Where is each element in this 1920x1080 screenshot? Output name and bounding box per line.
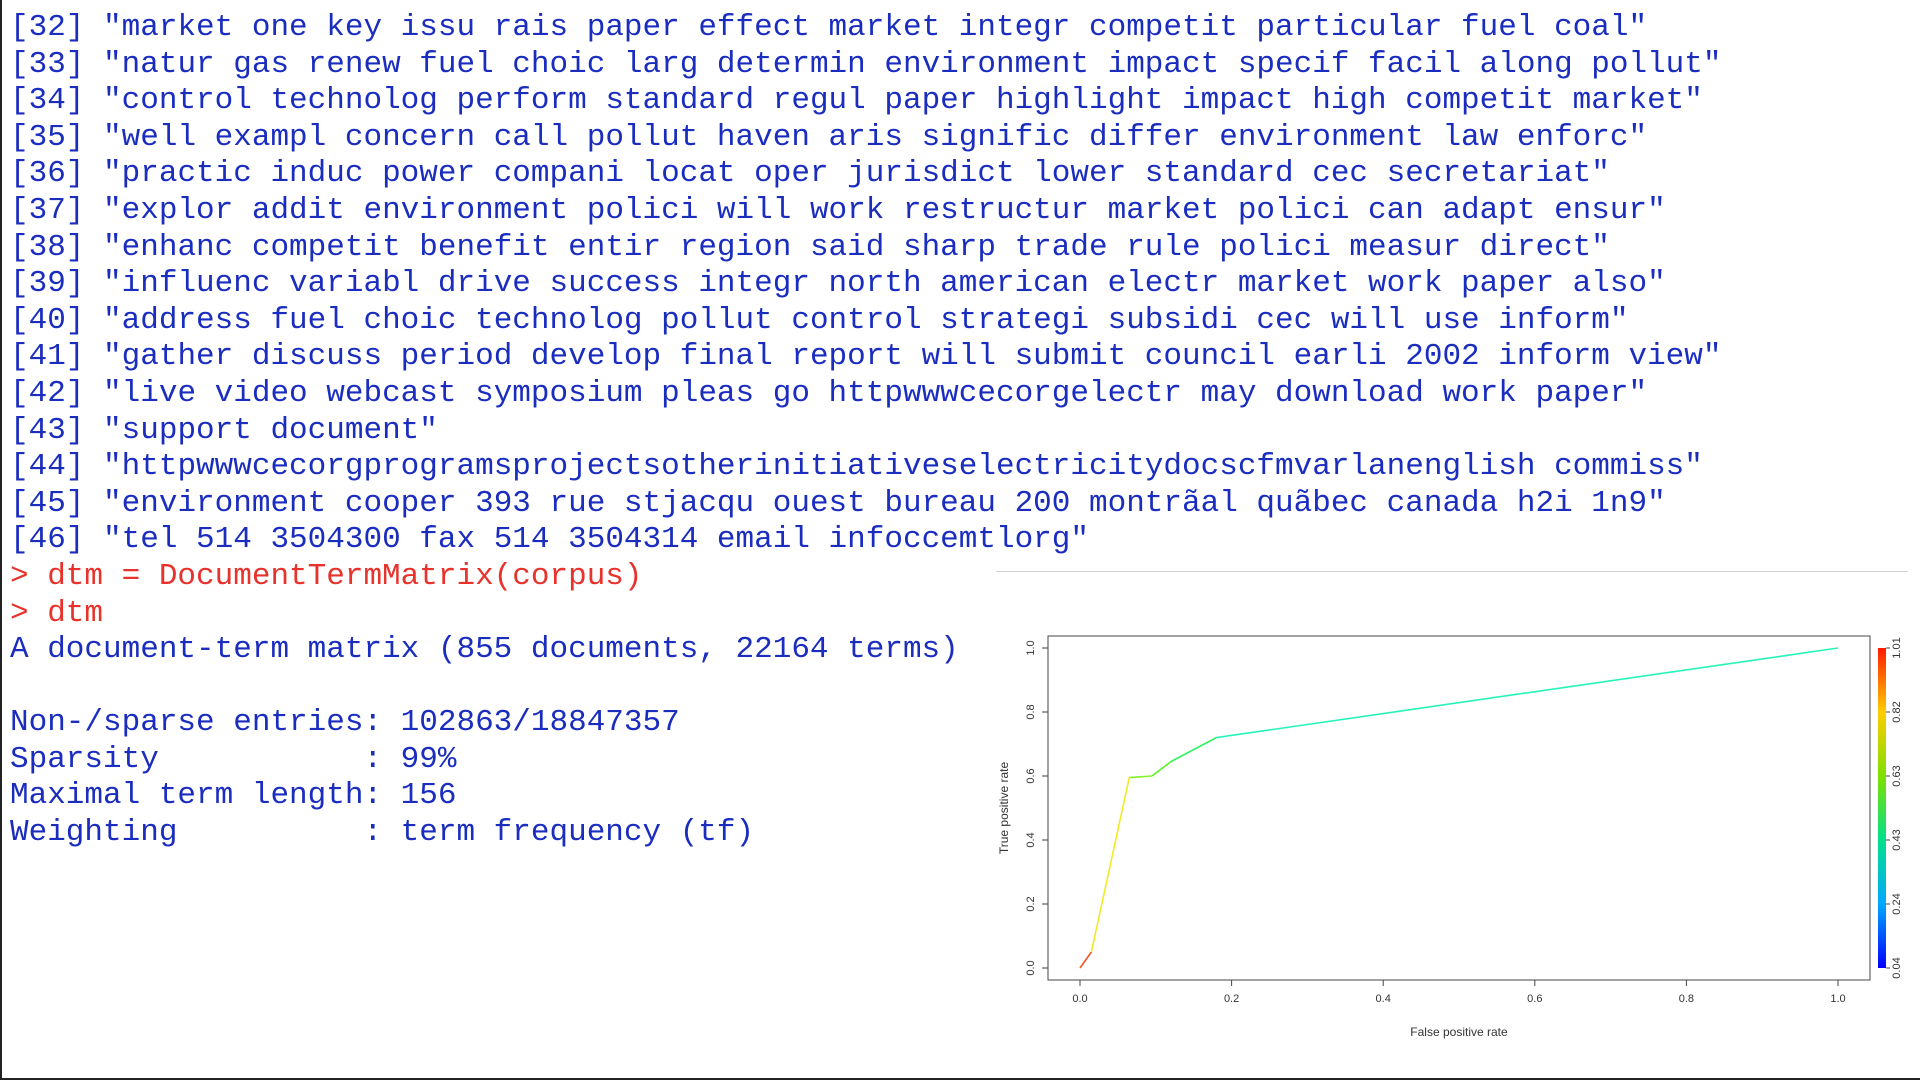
x-tick-label: 0.6 [1527,993,1542,1005]
console-output-weighting: Weighting : term frequency (tf) [10,815,755,851]
x-axis-label: False positive rate [1410,1025,1508,1039]
console-line-text: "market one key issu rais paper effect m… [103,10,1648,45]
roc-curve-segment [1216,647,1839,739]
console-line-index: [36] [10,156,85,192]
console-line-index: [32] [10,10,85,45]
console-line-text: "well exampl concern call pollut haven a… [103,119,1648,155]
x-tick-label: 1.0 [1830,993,1845,1005]
y-axis-label: True positive rate [997,762,1011,855]
y-tick-label: 0.2 [1025,896,1037,911]
console-line: [33] "natur gas renew fuel choic larg de… [10,47,1920,84]
colorbar-label: 0.63 [1891,765,1903,786]
console-command-dtm-assign: > dtm = DocumentTermMatrix(corpus) [10,558,643,594]
console-line: [32] "market one key issu rais paper eff… [10,10,1920,47]
roc-curve-segment [1151,760,1172,777]
console-line-text: "httpwwwcecorgprogramsprojectsotheriniti… [103,449,1703,485]
console-line: [45] "environment cooper 393 rue stjacqu… [10,486,1920,523]
colorbar-label: 0.04 [1891,957,1903,978]
roc-curve-segment [1170,736,1217,763]
x-tick-label: 0.0 [1072,993,1087,1005]
colorbar-label: 0.43 [1891,829,1903,850]
console-line-index: [42] [10,375,85,411]
console-output-max-term-length: Maximal term length: 156 [10,778,457,814]
console-line-index: [34] [10,83,85,119]
x-tick-label: 0.4 [1376,993,1391,1005]
console-line-index: [44] [10,449,85,485]
console-output-summary: A document-term matrix (855 documents, 2… [10,632,959,668]
y-tick-label: 0.4 [1025,832,1037,847]
console-output-sparse-entries: Non-/sparse entries: 102863/18847357 [10,705,680,741]
console-line: [40] "address fuel choic technolog pollu… [10,303,1920,340]
console-line-index: [46] [10,522,85,558]
console-line-text: "influenc variabl drive success integr n… [103,266,1666,302]
console-line: [46] "tel 514 3504300 fax 514 3504314 em… [10,522,1920,559]
roc-plot-panel: 0.0 0.2 0.4 0.6 0.8 1.0 0.0 0.2 0.4 0.6 0.8 1.0 Fals… [996,571,1908,1056]
console-line-text: "explor addit environment polici will wo… [103,192,1666,228]
console-line: [36] "practic induc power compani locat … [10,156,1920,193]
console-line-index: [39] [10,266,85,302]
console-line: [35] "well exampl concern call pollut ha… [10,120,1920,157]
console-line-text: "control technolog perform standard regu… [103,83,1703,119]
console-line-text: "live video webcast symposium pleas go h… [103,375,1648,411]
console-line-text: "support document" [103,412,438,448]
console-line-index: [38] [10,229,85,265]
console-line: [39] "influenc variabl drive success int… [10,266,1920,303]
console-line-index: [43] [10,412,85,448]
console-line-text: "practic induc power compani locat oper … [103,156,1610,192]
colorbar-label: 0.82 [1891,701,1903,722]
console-line-index: [37] [10,192,85,228]
console-command-dtm-print: > dtm [10,595,104,631]
console-line-index: [41] [10,339,85,375]
console-line: [42] "live video webcast symposium pleas… [10,376,1920,413]
console-line-text: "tel 514 3504300 fax 514 3504314 email i… [103,522,1089,558]
x-tick-label: 0.2 [1224,993,1239,1005]
console-line: [44] "httpwwwcecorgprogramsprojectsother… [10,449,1920,486]
console-line-index: [33] [10,46,85,82]
console-line-text: "environment cooper 393 rue stjacqu oues… [103,485,1666,521]
console-line-text: "enhanc competit benefit entir region sa… [103,229,1610,265]
console-line-index: [35] [10,119,85,155]
console-line-index: [40] [10,302,85,338]
roc-curve-chart: 0.0 0.2 0.4 0.6 0.8 1.0 0.0 0.2 0.4 0.6 0.8 1.0 Fals… [997,635,1903,1039]
plot-frame [1047,635,1871,981]
console-line-index: [45] [10,485,85,521]
console-output-sparsity: Sparsity : 99% [10,741,457,777]
y-tick-label: 0.8 [1025,704,1037,719]
roc-curve-segment [1090,777,1131,953]
colorbar-label: 1.01 [1891,637,1903,658]
y-tick-label: 1.0 [1025,640,1037,655]
console-line: [37] "explor addit environment polici wi… [10,193,1920,230]
roc-curve-segment [1079,951,1093,969]
console-line-text: "address fuel choic technolog pollut con… [103,302,1629,338]
console-line: [43] "support document" [10,413,1920,450]
y-tick-label: 0.6 [1025,768,1037,783]
y-tick-label: 0.0 [1025,960,1037,975]
x-tick-label: 0.8 [1679,993,1694,1005]
console-line-text: "natur gas renew fuel choic larg determi… [103,46,1722,82]
console-output-lines: [32] "market one key issu rais paper eff… [10,10,1920,559]
console-line: [38] "enhanc competit benefit entir regi… [10,230,1920,267]
colorbar [1878,648,1886,968]
roc-curve-segment [1129,775,1153,779]
colorbar-label: 0.24 [1891,893,1903,914]
console-line: [34] "control technolog perform standard… [10,83,1920,120]
console-line: [41] "gather discuss period develop fina… [10,339,1920,376]
console-line-text: "gather discuss period develop final rep… [103,339,1722,375]
